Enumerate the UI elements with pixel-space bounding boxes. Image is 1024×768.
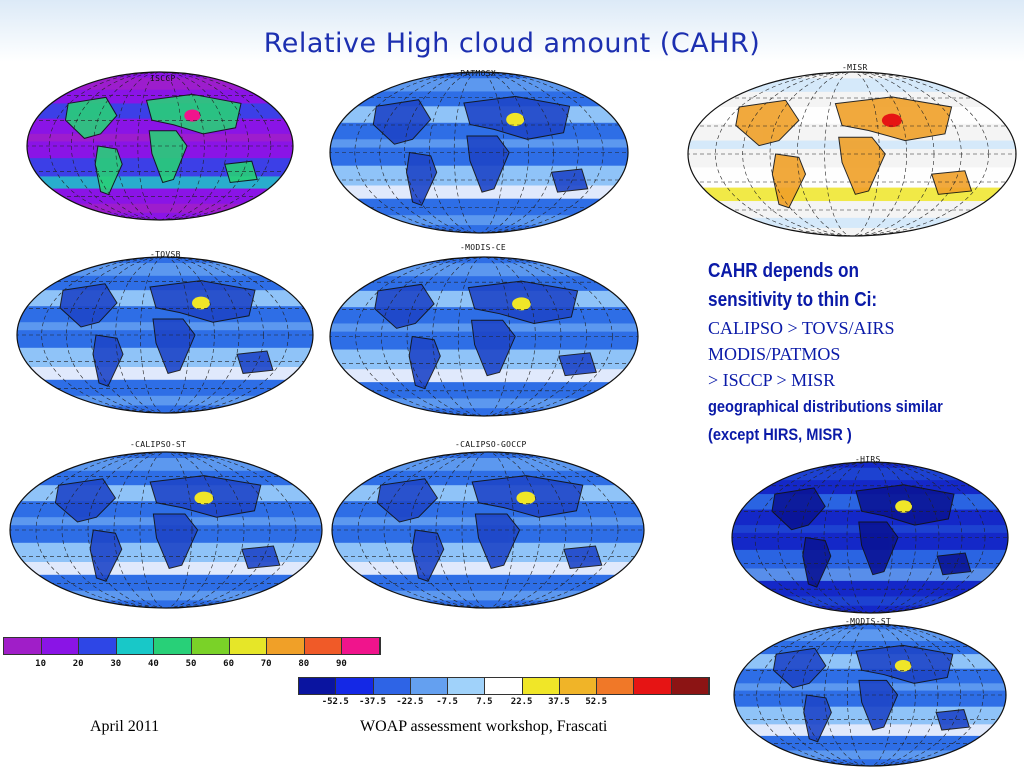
note-line-3: CALIPSO > TOVS/AIRS [708,318,895,338]
isccp-scale-ticks: 10 20 30 40 50 60 70 80 90 [3,659,379,671]
scale-tick-label: 70 [260,659,272,669]
scale-swatch [634,678,672,694]
scale-swatch [342,638,380,654]
map-label-1: ISCCP [150,74,176,83]
world-map-8 [731,461,1009,614]
map-label-7: -CALIPSO-GOCCP [455,440,527,449]
scale-swatch [79,638,117,654]
scale-swatch [304,638,343,654]
map-label-8: -HIRS [855,455,881,464]
scale-swatch [267,638,305,654]
world-map-5 [329,256,639,417]
scale-tick-label: 52.5 [585,697,608,707]
scale-tick-label: -52.5 [321,697,349,707]
note-line-5: > ISCCP > MISR [708,370,836,390]
scale-swatch [299,678,337,694]
scale-tick-label: 80 [298,659,310,669]
scale-swatch [229,638,268,654]
scale-swatch [191,638,230,654]
difference-color-scale [298,677,710,695]
scale-swatch [410,678,449,694]
footer-date: April 2011 [90,718,160,735]
scale-swatch [336,678,374,694]
scale-tick-label: 7.5 [476,697,493,707]
world-map-3 [687,71,1017,237]
scale-swatch [522,678,560,694]
note-line-2: sensitivity to thin Ci: [708,289,878,311]
scale-tick-label: 40 [147,659,159,669]
scale-tick-label: 30 [110,659,122,669]
scale-swatch [485,678,523,694]
notes-text-block: CAHR depends on sensitivity to thin Ci: … [708,257,1018,449]
isccp-color-scale [3,637,381,655]
scale-tick-label: 37.5 [548,697,570,707]
map-label-9: -MODIS-ST [845,617,892,626]
scale-swatch [448,678,486,694]
world-map-4 [16,256,314,414]
slide-title: Relative High cloud amount (CAHR) [263,28,761,59]
difference-scale-ticks: -52.5 -37.5 -22.5 -7.5 7.5 22.5 37.5 52.5 [298,697,708,709]
scale-tick-label: -37.5 [358,697,387,707]
scale-tick-label: 50 [185,659,197,669]
map-label-4: -TOVSB [150,250,181,259]
note-line-1: CAHR depends on [708,260,859,282]
scale-tick-label: -7.5 [436,697,458,707]
scale-tick-label: 60 [223,659,235,669]
note-line-7: (except HIRS, MISR ) [708,425,852,444]
footer-event: WOAP assessment workshop, Frascati [360,718,608,735]
scale-swatch [154,638,192,654]
scale-swatch [4,638,42,654]
scale-swatch [597,678,635,694]
scale-tick-label: 20 [72,659,84,669]
map-label-6: -CALIPSO-ST [130,440,187,449]
map-label-3: -MISR [842,63,868,72]
world-map-6 [9,451,323,609]
map-label-5: -MODIS-CE [460,243,507,252]
world-map-1 [26,71,294,221]
note-line-6: geographical distributions similar [708,397,943,416]
scale-tick-label: 22.5 [510,697,533,707]
map-label-2: -PATMOSX [455,69,496,78]
world-map-9 [733,623,1007,767]
header-band [0,0,1024,62]
scale-swatch [41,638,80,654]
scale-tick-label: 90 [335,659,347,669]
note-line-4: MODIS/PATMOS [708,344,841,364]
scale-tick-label: -22.5 [396,697,424,707]
scale-swatch [671,678,709,694]
scale-tick-label: 10 [35,659,47,669]
scale-swatch [373,678,411,694]
scale-swatch [116,638,155,654]
scale-swatch [559,678,598,694]
world-map-2 [329,71,629,234]
world-map-7 [331,451,645,609]
